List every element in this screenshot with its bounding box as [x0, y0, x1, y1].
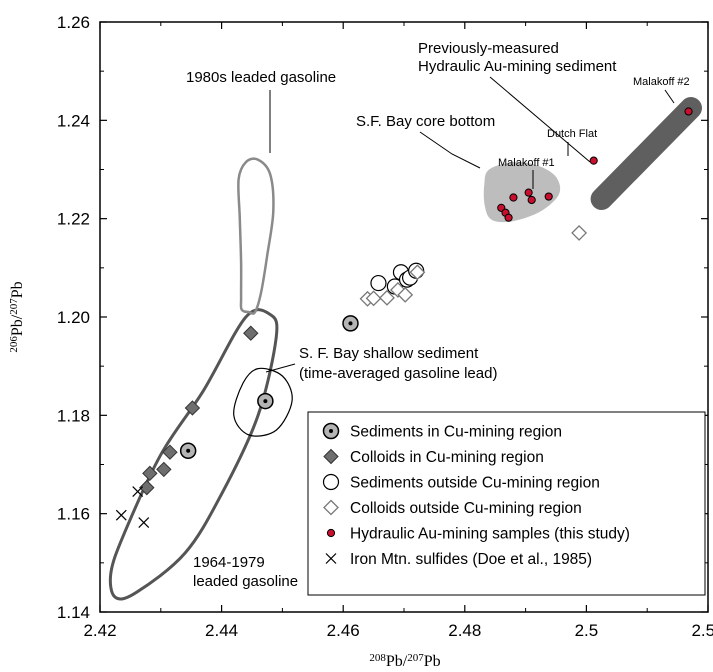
legend-marker-5 [325, 553, 337, 564]
legend-label-4: Hydraulic Au-mining samples (this study) [350, 526, 630, 543]
point-series-2-0 [370, 274, 387, 292]
point-series-1-2 [156, 461, 172, 478]
leader-previous-line [489, 76, 591, 163]
y-tick-label-0: 1.14 [57, 603, 90, 622]
legend-marker-3 [323, 499, 339, 516]
annotation-dutch-flat: Dutch Flat [547, 128, 597, 140]
legend-label-2: Sediments outside Cu-mining region [350, 475, 600, 492]
legend-marker-2 [322, 473, 340, 491]
y-tick-label-1: 1.16 [57, 505, 90, 524]
point-series-3-6 [571, 225, 588, 241]
annotation-gas-1964-line1: 1964-1979 [193, 554, 265, 571]
point-series-4-6 [544, 192, 553, 201]
point-series-3-2 [379, 289, 395, 306]
y-tick-label-4: 1.22 [57, 210, 90, 229]
field-gas-1964 [108, 308, 279, 601]
x-tick-label-3: 2.48 [448, 621, 481, 640]
point-series-4-4 [524, 188, 533, 197]
point-series-3-1 [365, 290, 382, 307]
annotation-sf-shallow-line2: (time-averaged gasoline lead) [299, 365, 497, 382]
point-series-1-3 [162, 444, 178, 460]
point-series-1-0 [139, 479, 155, 496]
axes: 2.42 2.44 2.46 2.48 2.5 2.52 1.14 1.16 1.18 1.20 1… [57, 13, 713, 640]
point-series-5-2 [138, 517, 150, 528]
point-series-4-3 [509, 193, 518, 202]
point-series-5-0 [115, 509, 127, 521]
field-sf-shallow [233, 367, 293, 437]
annotation-malakoff2: Malakoff #2 [633, 76, 690, 88]
legend-label-0: Sediments in Cu-mining region [350, 424, 562, 441]
leader-sf-shallow [265, 363, 296, 373]
x-tick-label-5: 2.52 [691, 621, 713, 640]
x-axis-label: 208Pb/207Pb [369, 652, 440, 670]
y-tick-label-5: 1.24 [57, 111, 90, 130]
x-tick-label-2: 2.46 [327, 621, 360, 640]
point-series-4-8 [684, 107, 693, 116]
annotation-malakoff1: Malakoff #1 [498, 157, 555, 169]
point-series-1-4 [184, 400, 201, 416]
legend-label-3: Colloids outside Cu-mining region [350, 500, 582, 517]
point-series-1-1 [142, 465, 158, 482]
field-sf-core [483, 161, 561, 223]
point-series-0-2 [342, 315, 359, 332]
x-tick-label-1: 2.44 [205, 621, 238, 640]
point-series-3-5 [409, 264, 426, 281]
leader-lines [265, 76, 675, 373]
point-series-5-1 [132, 486, 144, 497]
annotation-previous-line2: Hydraulic Au-mining sediment [418, 58, 617, 75]
legend-marker-0 [322, 422, 340, 440]
legend-marker-4 [326, 528, 336, 538]
annotation-gas-1964-line2: leaded gasoline [193, 573, 298, 590]
annotation-previous-line1: Previously-measured [418, 40, 559, 57]
y-tick-label-6: 1.26 [57, 13, 90, 32]
annotation-sf-core: S.F. Bay core bottom [356, 113, 495, 130]
point-series-0-1 [257, 392, 274, 410]
data-points [115, 107, 693, 528]
x-tick-label-4: 2.5 [575, 621, 599, 640]
leader-malakoff2 [664, 89, 675, 104]
legend-label-1: Colloids in Cu-mining region [350, 449, 544, 466]
field-gas-1980s [237, 157, 275, 315]
field-hydraulic-previous [590, 97, 702, 210]
annotation-sf-shallow-line1: S. F. Bay shallow sediment [299, 345, 479, 362]
y-tick-label-3: 1.20 [57, 308, 90, 327]
annotation-gas-1980s: 1980s leaded gasoline [186, 69, 336, 86]
point-series-4-2 [504, 213, 513, 222]
legend-marker-1 [323, 448, 339, 465]
point-series-0-0 [179, 442, 197, 459]
y-axis-label: 206Pb/207Pb [8, 281, 26, 352]
legend-label-5: Iron Mtn. sulfides (Doe et al., 1985) [350, 551, 592, 568]
point-series-1-5 [243, 325, 259, 341]
leader-sf-core [419, 131, 481, 169]
point-series-4-7 [589, 156, 598, 165]
point-series-3-4 [397, 286, 414, 303]
legend: Sediments in Cu-mining region Colloids in… [307, 411, 706, 596]
x-tick-label-0: 2.42 [83, 621, 116, 640]
y-tick-label-2: 1.18 [57, 406, 90, 425]
point-series-4-5 [527, 195, 536, 205]
legend-box [307, 411, 706, 596]
